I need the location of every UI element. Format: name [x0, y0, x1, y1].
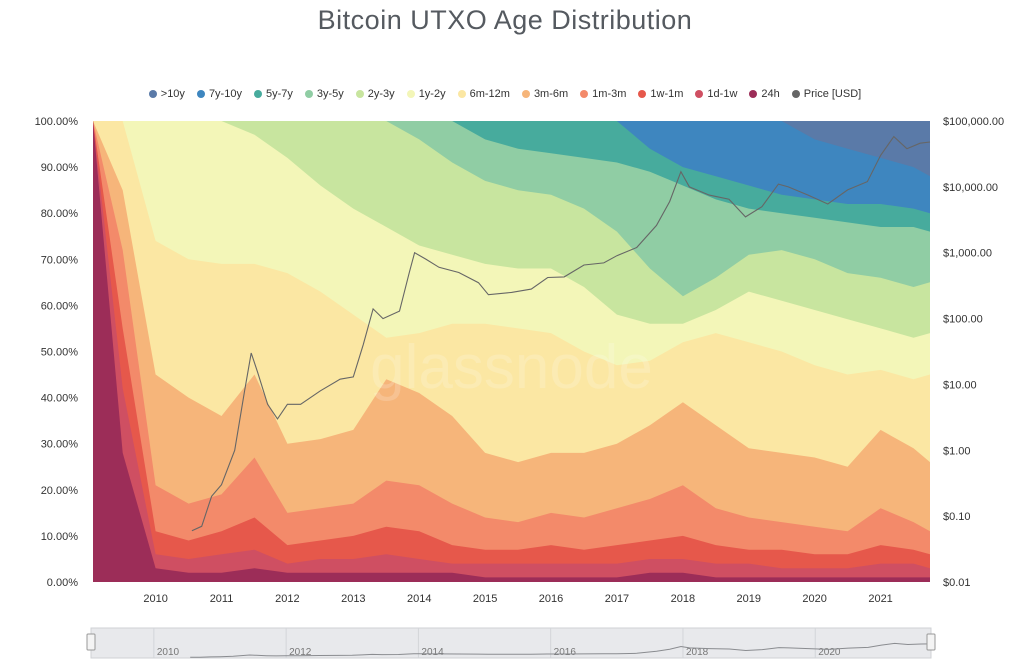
legend-item[interactable]: 6m-12m	[457, 88, 510, 100]
legend-item[interactable]: >10y	[148, 88, 185, 100]
x-tick-label: 2018	[671, 593, 695, 605]
legend-label: 3m-6m	[533, 88, 569, 100]
navigator-tick-label: 2018	[686, 647, 709, 658]
y-left-tick-label: 10.00%	[41, 531, 79, 543]
y-left-tick-label: 30.00%	[41, 439, 79, 451]
legend: >10y 7y-10y 5y-7y 3y-5y 2y-3y 1y-2y 6m-12m 3m-6…	[0, 88, 1010, 100]
legend-marker	[638, 90, 647, 98]
legend-marker	[406, 90, 415, 98]
x-tick-label: 2015	[473, 593, 497, 605]
x-tick-label: 2013	[341, 593, 365, 605]
navigator-tick-label: 2012	[289, 647, 312, 658]
y-right-tick-label: $1.00	[943, 445, 971, 457]
legend-label: 24h	[761, 88, 780, 100]
legend-marker	[580, 90, 589, 98]
legend-marker	[196, 90, 205, 98]
y-left-tick-label: 0.00%	[47, 577, 78, 589]
watermark: glassnode	[370, 333, 653, 402]
price-line	[191, 135, 931, 532]
legend-marker	[304, 90, 313, 98]
y-right-tick-label: $10.00	[943, 379, 977, 391]
legend-label: 1m-3m	[592, 88, 627, 100]
navigator-handle-right[interactable]	[926, 633, 936, 651]
legend-label: 5y-7y	[265, 88, 293, 100]
legend-marker	[791, 90, 800, 98]
legend-label: 7y-10y	[208, 88, 242, 100]
legend-label: 1d-1w	[707, 88, 738, 100]
y-left-tick-label: 90.00%	[41, 162, 79, 174]
navigator-handle-left[interactable]	[86, 633, 96, 651]
legend-item[interactable]: 1w-1m	[638, 88, 683, 100]
y-left-tick-label: 50.00%	[41, 347, 79, 359]
y-right-tick-label: $0.10	[943, 511, 971, 523]
chart-title: Bitcoin UTXO Age Distribution	[317, 5, 693, 35]
legend-item[interactable]: 24h	[749, 88, 780, 100]
y-left-tick-label: 100.00%	[35, 116, 79, 128]
y-left-tick-label: 20.00%	[41, 485, 79, 497]
legend-marker	[148, 90, 157, 98]
legend-label: 1y-2y	[418, 88, 446, 100]
legend-marker	[749, 90, 758, 98]
legend-label: 2y-3y	[367, 88, 395, 100]
area-3m-6m	[93, 121, 930, 582]
legend-marker	[253, 90, 262, 98]
legend-label: 6m-12m	[469, 88, 510, 100]
y-left-tick-label: 70.00%	[41, 254, 79, 266]
x-tick-label: 2010	[143, 593, 167, 605]
x-tick-label: 2014	[407, 593, 431, 605]
navigator-tick-label: 2010	[157, 647, 180, 658]
legend-label: >10y	[160, 88, 185, 100]
y-left-tick-label: 60.00%	[41, 300, 79, 312]
navigator-tick-label: 2016	[554, 647, 577, 658]
y-right-tick-label: $1,000.00	[943, 248, 992, 260]
legend-item[interactable]: 3y-5y	[304, 88, 344, 100]
legend-marker	[521, 90, 530, 98]
legend-item[interactable]: 5y-7y	[253, 88, 293, 100]
legend-marker	[457, 90, 466, 98]
x-tick-label: 2017	[605, 593, 629, 605]
navigator-series	[190, 642, 932, 658]
legend-item[interactable]: 1d-1w	[695, 88, 737, 100]
y-right-tick-label: $10,000.00	[943, 182, 998, 194]
area-1m-3m	[93, 121, 930, 582]
legend-label: Price [USD]	[803, 88, 862, 100]
navigator-tick-label: 2014	[421, 647, 444, 658]
x-tick-label: 2012	[275, 593, 299, 605]
legend-item[interactable]: 2y-3y	[355, 88, 395, 100]
x-tick-label: 2019	[737, 593, 761, 605]
x-tick-label: 2021	[868, 593, 892, 605]
legend-marker	[695, 90, 704, 98]
legend-item[interactable]: Price [USD]	[791, 88, 862, 100]
legend-item[interactable]: 1m-3m	[580, 88, 626, 100]
legend-item[interactable]: 7y-10y	[196, 88, 242, 100]
legend-item[interactable]: 3m-6m	[521, 88, 569, 100]
x-tick-label: 2016	[539, 593, 563, 605]
x-tick-label: 2020	[802, 593, 826, 605]
legend-label: 3y-5y	[316, 88, 344, 100]
x-tick-label: 2011	[210, 593, 234, 605]
legend-item[interactable]: 1y-2y	[406, 88, 446, 100]
navigator	[90, 627, 932, 659]
y-right-tick-label: $100.00	[943, 314, 983, 326]
legend-label: 1w-1m	[650, 88, 684, 100]
y-right-tick-label: $100,000.00	[943, 116, 1004, 128]
navigator-tick-label: 2020	[818, 647, 841, 658]
y-left-tick-label: 40.00%	[41, 393, 79, 405]
y-left-tick-label: 80.00%	[41, 208, 79, 220]
y-right-tick-label: $0.01	[943, 577, 971, 589]
legend-marker	[355, 90, 364, 98]
